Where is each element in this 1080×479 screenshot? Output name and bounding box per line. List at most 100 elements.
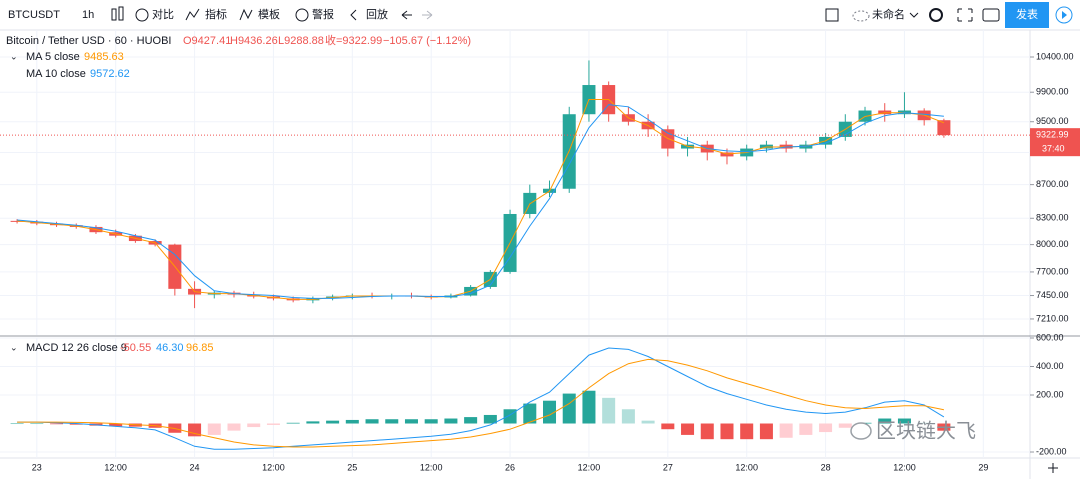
- ma10-legend: MA 10 close: [26, 68, 86, 80]
- macd-histogram-bar: [207, 423, 221, 435]
- settings[interactable]: [929, 8, 943, 22]
- macd-histogram-bar: [582, 390, 596, 424]
- x-tick-label: 23: [32, 462, 42, 472]
- alert-icon: [295, 8, 309, 22]
- macd-histogram-bar: [404, 419, 418, 424]
- macd-histogram-bar: [266, 423, 280, 425]
- play[interactable]: [1055, 6, 1073, 24]
- macd-histogram-bar: [306, 421, 320, 424]
- macd-histogram-bar: [740, 423, 754, 440]
- macd-histogram-bar: [661, 423, 675, 430]
- axis-settings[interactable]: [1048, 463, 1058, 473]
- indicator-icon: [185, 8, 200, 21]
- signal-value: 96.85: [186, 342, 214, 354]
- symbol[interactable]: BTCUSDT: [8, 9, 60, 21]
- publish-bg[interactable]: [1005, 2, 1049, 28]
- y-tick-label: 8000.00: [1036, 239, 1069, 249]
- undo[interactable]: [401, 10, 412, 20]
- macd-histogram-bar: [444, 418, 458, 424]
- macd-histogram-bar: [69, 423, 83, 425]
- signal-line: [17, 358, 944, 448]
- ohlc-high: H9436.26: [230, 35, 278, 47]
- macd-value: 46.30: [156, 342, 184, 354]
- x-tick-label: 28: [821, 462, 831, 472]
- snapshot[interactable]: [982, 8, 1000, 22]
- macd-histogram-bar: [937, 423, 951, 431]
- replay-button[interactable]: 回放: [366, 7, 388, 21]
- publish-button[interactable]: 发表: [1016, 7, 1038, 21]
- macd-histogram-bar: [641, 420, 655, 424]
- cloud-icon: [852, 10, 870, 22]
- compare-icon: [135, 8, 149, 22]
- y-tick-label: 7210.00: [1036, 313, 1069, 323]
- plot: [10, 60, 951, 450]
- fullscreen[interactable]: [957, 8, 973, 22]
- macd-histogram-bar: [30, 423, 44, 425]
- macd-histogram-bar: [365, 419, 379, 424]
- macd-histogram-bar: [10, 423, 24, 425]
- macd-histogram-bar: [523, 403, 537, 424]
- alert-button[interactable]: 警报: [312, 7, 334, 21]
- y-tick-label: 9500.00: [1036, 116, 1069, 126]
- play-glyph: [1062, 11, 1067, 19]
- x-tick-label: 27: [663, 462, 673, 472]
- collapse-toggle[interactable]: ⌄: [10, 51, 18, 61]
- collapse-toggle[interactable]: ⌄: [10, 342, 18, 352]
- ohlc-close: 收=9322.99: [325, 33, 382, 47]
- y-tick-label: 600.00: [1036, 332, 1064, 342]
- chart-style-icon[interactable]: [111, 6, 124, 21]
- macd-histogram-bar: [602, 397, 616, 424]
- interval[interactable]: 1h: [82, 9, 94, 21]
- y-tick-label: 400.00: [1036, 361, 1064, 371]
- macd-histogram-bar: [543, 400, 557, 424]
- y-tick-label: 9900.00: [1036, 87, 1069, 97]
- x-tick-label: 29: [978, 462, 988, 472]
- toolbar-bg: [0, 0, 1080, 30]
- macd-histogram-bar: [385, 419, 399, 424]
- ma-line: [17, 99, 945, 300]
- macd-histogram-bar: [621, 409, 635, 424]
- macd-histogram-bar: [779, 423, 793, 438]
- macd-histogram-bar: [562, 393, 576, 424]
- macd-histogram-bar: [759, 423, 773, 440]
- y-tick-label: 7450.00: [1036, 290, 1069, 300]
- ma5-legend: MA 5 close: [26, 51, 80, 63]
- macd-histogram-bar: [326, 420, 340, 424]
- countdown: 37:40: [1042, 144, 1065, 154]
- last-price-label: 9322.99: [1036, 130, 1069, 140]
- templates-button[interactable]: 模板: [258, 7, 280, 21]
- macd-line: [17, 347, 945, 450]
- redo[interactable]: [422, 10, 433, 20]
- macd-histogram-bar: [464, 417, 478, 424]
- ma5-value: 9485.63: [84, 51, 124, 63]
- indicators-button[interactable]: 指标: [205, 7, 227, 21]
- compare-button[interactable]: 对比: [152, 7, 174, 21]
- x-tick-label: 12:00: [262, 462, 285, 472]
- x-tick-label: 12:00: [420, 462, 443, 472]
- macd-histogram-bar: [878, 418, 892, 424]
- ma10-value: 9572.62: [90, 68, 130, 80]
- watermark-text: 区块链大飞: [876, 419, 976, 442]
- template-icon: [239, 8, 253, 21]
- macd-histogram-bar: [109, 423, 123, 427]
- ohlc-low: L9288.88: [278, 35, 324, 47]
- macd-title: MACD 12 26 close 9: [26, 342, 127, 354]
- macd-histogram-bar: [50, 423, 64, 425]
- candle-body: [937, 120, 951, 136]
- dropdown[interactable]: [909, 12, 919, 18]
- macd-histogram-bar: [247, 423, 261, 428]
- macd-histogram-bar: [838, 423, 852, 428]
- macd-histogram-bar: [799, 423, 813, 435]
- checkbox[interactable]: [825, 8, 839, 22]
- macd-histogram-bar: [286, 422, 300, 424]
- macd-histogram-bar: [917, 422, 931, 424]
- toolbar: BTCUSDT 1h 对比 指标 模板 警报 回放 未命名 发表: [0, 0, 1080, 31]
- x-tick-label: 25: [347, 462, 357, 472]
- macd-histogram-bar: [503, 409, 517, 424]
- macd-histogram-bar: [345, 419, 359, 424]
- layout-name[interactable]: 未命名: [872, 7, 905, 21]
- x-tick-label: 24: [190, 462, 200, 472]
- macd-histogram-bar: [483, 414, 497, 424]
- x-tick-label: 12:00: [578, 462, 601, 472]
